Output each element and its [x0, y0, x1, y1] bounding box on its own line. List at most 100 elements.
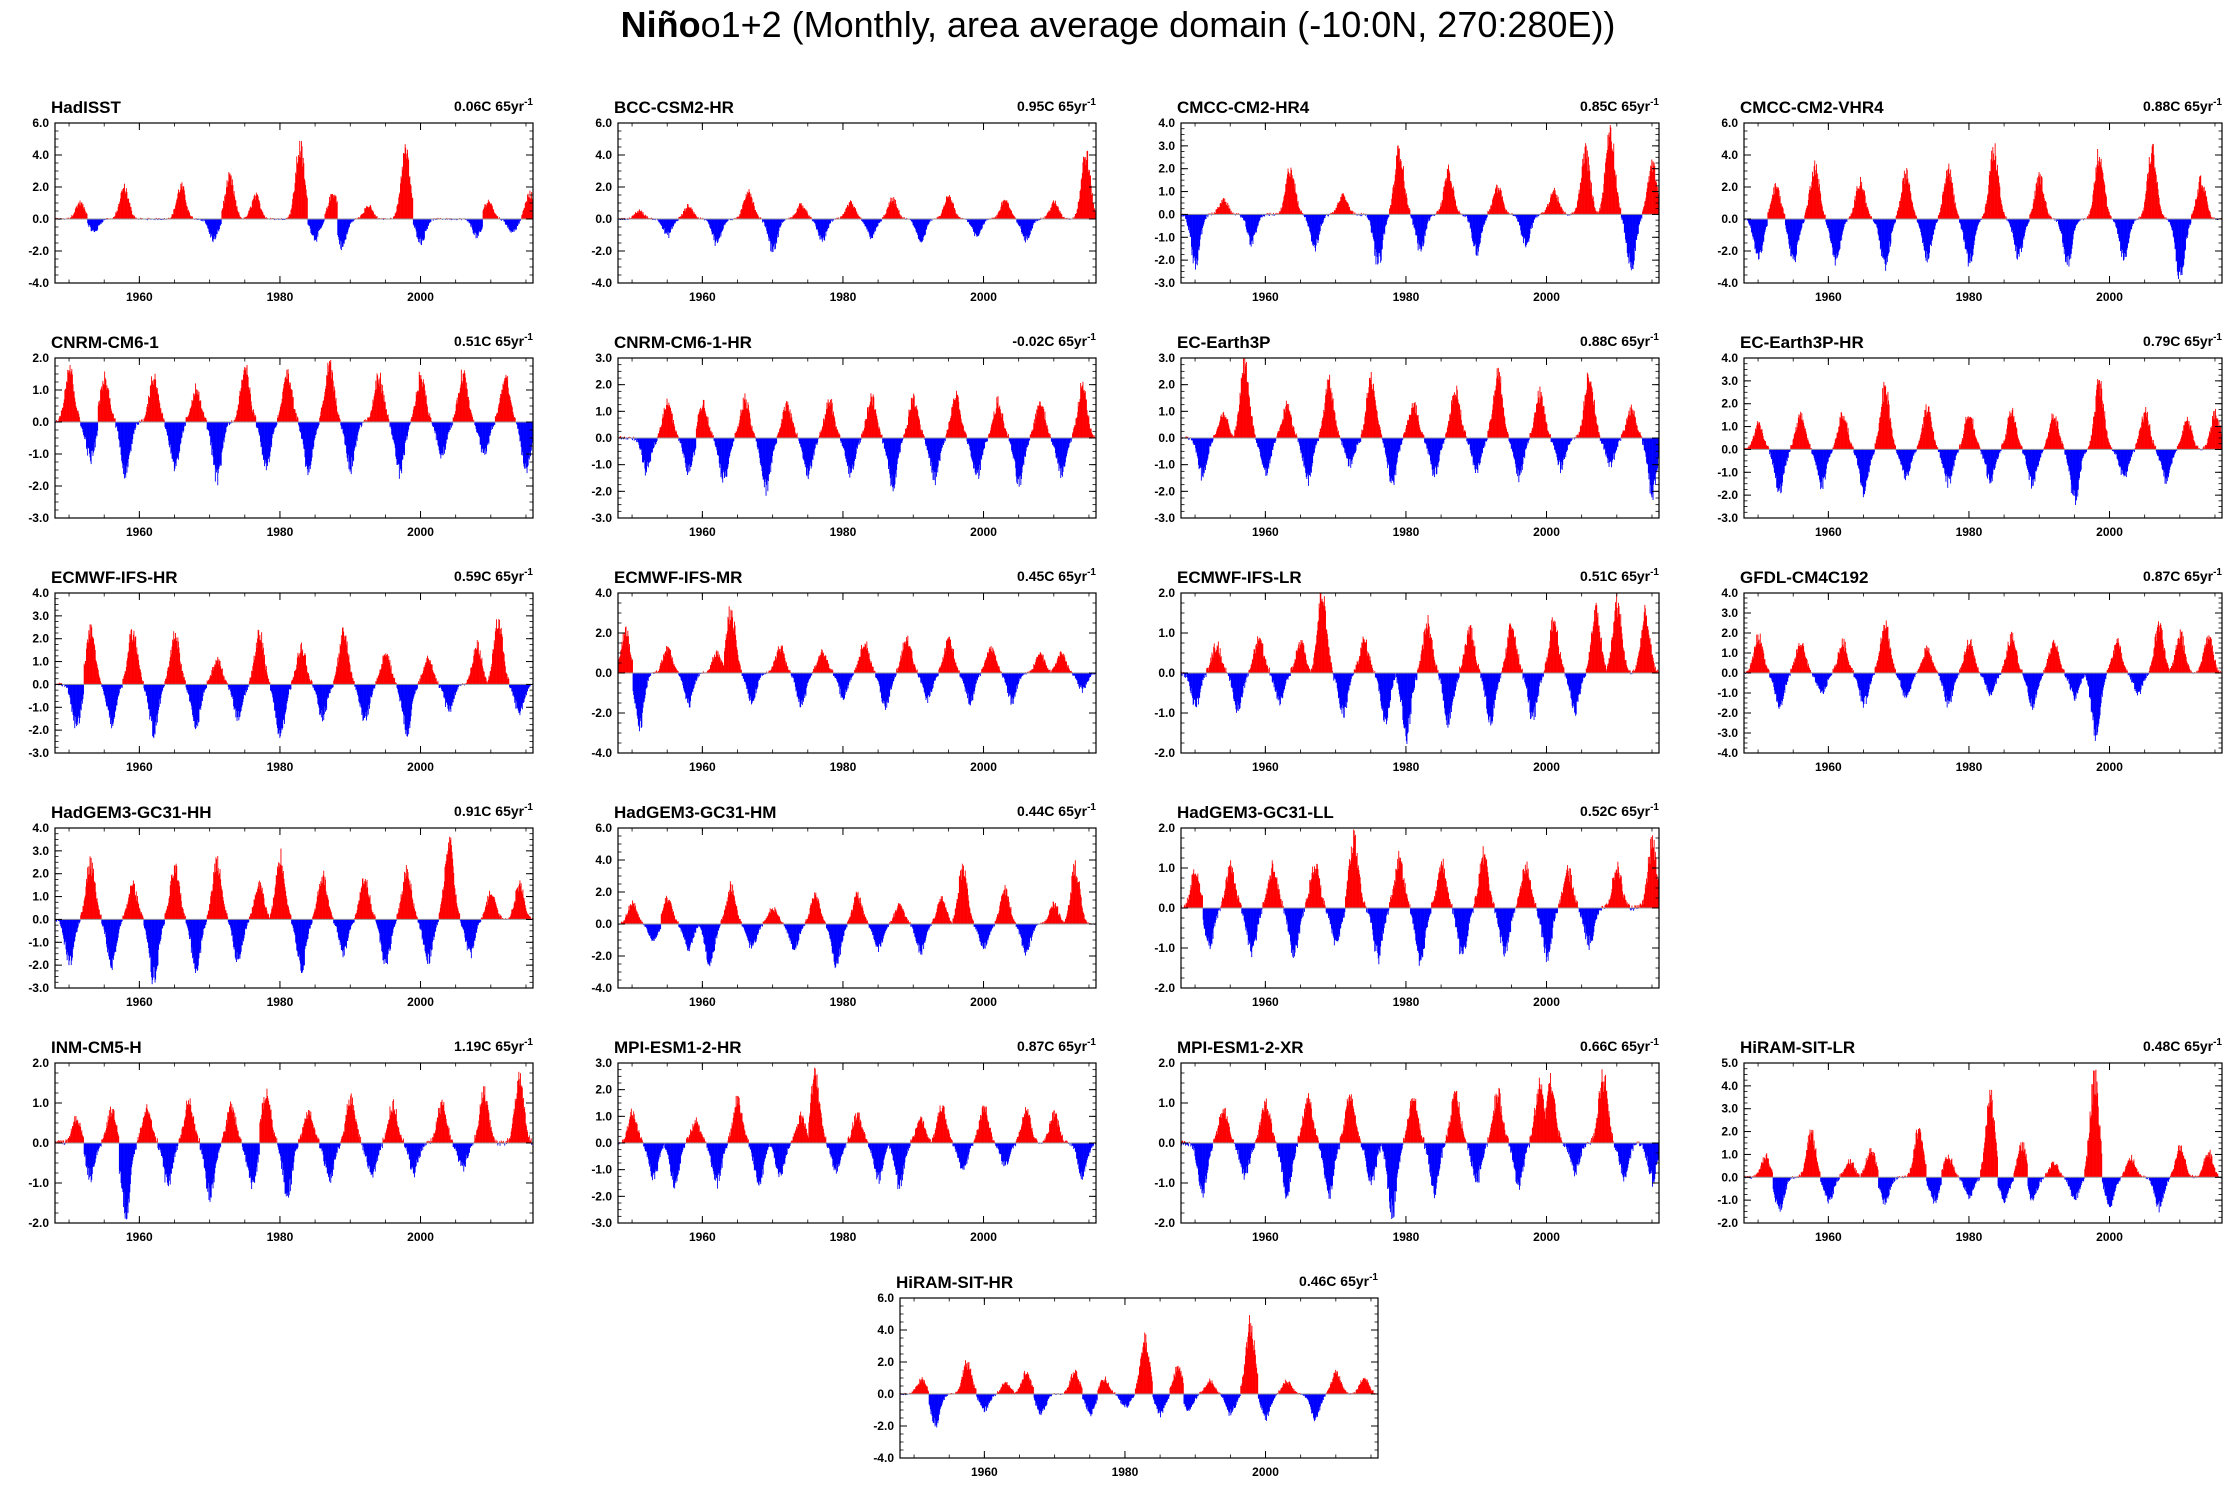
bar-positive — [1266, 213, 1268, 215]
bar-negative — [1825, 219, 1827, 222]
bar-positive — [236, 206, 237, 219]
bar-positive — [1782, 206, 1783, 219]
bar-positive — [1442, 191, 1444, 215]
positive-bars — [1745, 143, 2223, 219]
bar-positive — [1585, 145, 1587, 215]
bar-positive — [711, 432, 713, 438]
negative-bars — [55, 422, 534, 486]
bar-positive — [827, 399, 829, 438]
bar-negative — [504, 219, 506, 225]
bar-negative — [2021, 219, 2022, 252]
bar-positive — [1772, 194, 1773, 219]
bar-negative — [1325, 214, 1326, 217]
bar-positive — [362, 213, 363, 219]
bar-positive — [114, 215, 116, 219]
bar-positive — [2045, 200, 2046, 219]
bar-positive — [1405, 193, 1407, 215]
bar-negative — [2121, 219, 2123, 257]
bar-negative — [1752, 219, 1754, 240]
bar-positive — [742, 397, 744, 438]
bar-positive — [866, 419, 868, 438]
bar-negative — [352, 422, 354, 460]
bar-positive — [695, 214, 697, 219]
bar-negative — [968, 219, 970, 223]
bar-negative — [2012, 219, 2014, 234]
bar-positive — [56, 420, 58, 422]
bar-positive — [492, 206, 493, 219]
bar-positive — [280, 404, 282, 422]
bar-positive — [2196, 196, 2198, 219]
bar-positive — [791, 417, 793, 438]
bar-positive — [296, 164, 298, 219]
bar-positive — [693, 213, 694, 219]
bar-negative — [405, 422, 407, 436]
bar-positive — [2213, 217, 2215, 219]
bar-negative — [475, 422, 476, 426]
trend-value: 0.88C 65yr — [2143, 98, 2214, 114]
bar-positive — [1868, 210, 1870, 219]
bar-negative — [460, 219, 462, 221]
bar-positive — [1646, 192, 1647, 215]
bar-negative — [1430, 214, 1431, 218]
bar-negative — [166, 422, 168, 432]
bar-positive — [2198, 182, 2200, 219]
y-tick-label: 2.0 — [32, 351, 49, 365]
bar-positive — [838, 433, 840, 438]
bar-negative — [675, 219, 677, 222]
bar-positive — [339, 419, 341, 422]
bar-negative — [433, 422, 435, 428]
bar-negative — [322, 219, 324, 224]
bar-positive — [67, 372, 69, 422]
bar-positive — [70, 371, 72, 422]
bar-negative — [1205, 214, 1207, 219]
bar-positive — [753, 432, 755, 438]
bar-negative — [1800, 219, 1802, 230]
bar-positive — [1865, 202, 1867, 219]
bar-negative — [423, 219, 425, 241]
bar-positive — [1295, 192, 1297, 215]
bar-positive — [77, 410, 79, 422]
chart-svg: HadISST 0.06C 65yr-16.04.02.00.0-2.0-4.01… — [28, 97, 534, 304]
bar-negative — [1634, 214, 1636, 249]
bar-positive — [421, 379, 422, 422]
bar-negative — [426, 219, 428, 229]
bar-negative — [926, 219, 927, 230]
bar-negative — [83, 422, 85, 437]
bar-positive — [1008, 434, 1009, 438]
bar-negative — [776, 219, 778, 238]
bar-positive — [1642, 209, 1644, 215]
bar-negative — [1756, 219, 1758, 253]
bar-negative — [480, 422, 482, 445]
bar-positive — [294, 183, 296, 219]
bar-positive — [1903, 178, 1905, 219]
bar-negative — [672, 219, 674, 226]
bar-positive — [1011, 210, 1012, 219]
bar-negative — [514, 219, 516, 229]
bar-positive — [1301, 210, 1302, 215]
bar-positive — [1394, 181, 1396, 215]
bar-positive — [859, 216, 861, 219]
bar-negative — [80, 422, 82, 426]
bar-positive — [1577, 201, 1578, 215]
bar-positive — [228, 172, 230, 219]
bar-negative — [298, 422, 299, 425]
trend-exponent: -1 — [1087, 332, 1096, 343]
bar-positive — [1867, 206, 1868, 219]
bar-positive — [988, 433, 990, 438]
bar-negative — [217, 422, 219, 486]
bar-positive — [265, 217, 267, 219]
bar-negative — [256, 422, 258, 428]
bar-negative — [1795, 219, 1797, 257]
bar-positive — [331, 369, 333, 422]
bar-negative — [1530, 214, 1531, 229]
bar-positive — [1398, 148, 1400, 215]
bar-negative — [1968, 219, 1970, 259]
bar-positive — [1991, 150, 1993, 219]
bar-positive — [1547, 204, 1549, 215]
bar-positive — [1487, 210, 1489, 215]
bar-positive — [398, 194, 400, 219]
bar-positive — [77, 205, 79, 219]
bar-positive — [418, 390, 420, 422]
bar-negative — [401, 422, 403, 474]
bar-positive — [371, 406, 373, 422]
